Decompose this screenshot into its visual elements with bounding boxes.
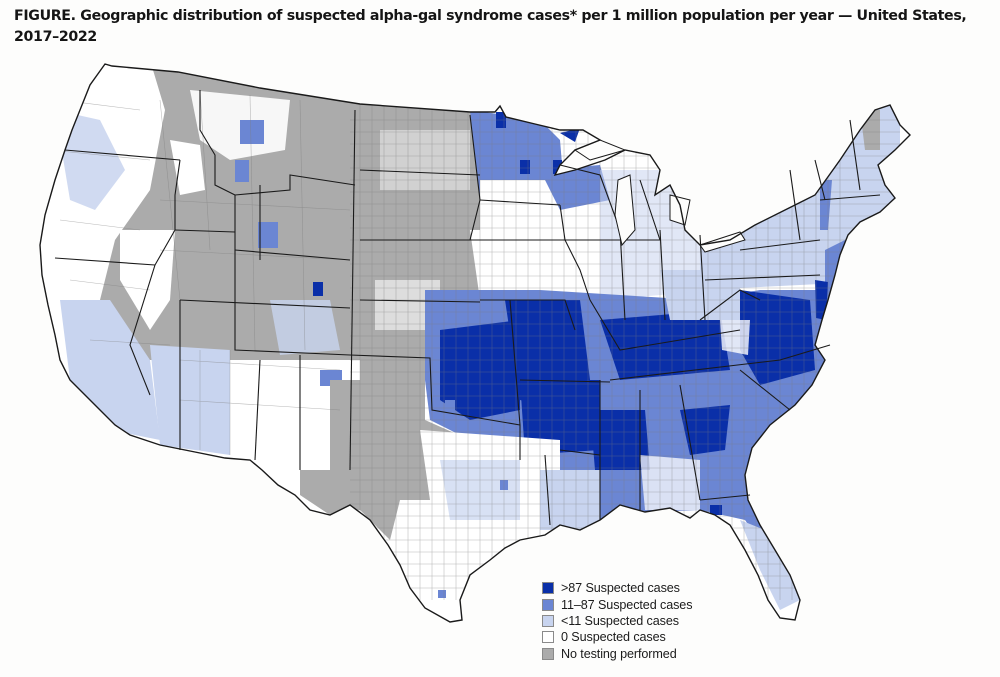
us-choropleth-map xyxy=(0,50,1000,677)
cluster-mississippi-very-high xyxy=(590,410,650,470)
cluster-georgia-very-high xyxy=(680,405,730,455)
county-wyoming-high xyxy=(258,222,278,248)
region-east-texas-zero xyxy=(410,430,560,620)
county-texas-high-3 xyxy=(438,590,446,598)
legend-label: <11 Suspected cases xyxy=(561,613,679,628)
cluster-virginia-nc-very-high xyxy=(740,290,815,385)
county-oregon-coast-high xyxy=(42,180,48,200)
region-louisiana-low xyxy=(540,470,600,530)
map-legend: >87 Suspected cases 11–87 Suspected case… xyxy=(542,580,742,662)
county-mn-very-high-2 xyxy=(520,160,530,174)
region-idaho-zero xyxy=(170,140,205,195)
region-west-texas-no-testing xyxy=(300,380,470,540)
lake-michigan xyxy=(614,174,636,247)
region-nm-zero xyxy=(250,360,300,470)
lake-huron xyxy=(669,194,691,226)
legend-item-no-testing: No testing performed xyxy=(542,646,742,662)
legend-swatch-no-testing xyxy=(542,647,554,660)
map-svg xyxy=(39,63,911,623)
legend-label: >87 Suspected cases xyxy=(561,581,680,596)
legend-swatch-very-high xyxy=(542,582,554,595)
region-arizona-low xyxy=(150,345,230,455)
legend-item-high: 11–87 Suspected cases xyxy=(542,596,742,612)
region-wv-zero xyxy=(720,320,750,355)
region-iowa-illinois-zero xyxy=(470,230,640,300)
legend-label: No testing performed xyxy=(561,646,677,661)
figure-title-text: Geographic distribution of suspected alp… xyxy=(14,8,967,45)
region-ny-zero xyxy=(735,150,810,190)
great-lakes xyxy=(573,139,746,253)
region-colorado-low xyxy=(270,300,340,355)
region-alabama-south-zero xyxy=(640,455,700,510)
county-idaho-high xyxy=(235,160,249,182)
region-socal-low xyxy=(60,300,160,440)
legend-item-zero: 0 Suspected cases xyxy=(542,629,742,645)
county-montana-high xyxy=(240,120,264,144)
state-boundaries xyxy=(54,90,881,526)
legend-swatch-zero xyxy=(542,631,554,644)
legend-item-low: <11 Suspected cases xyxy=(542,613,742,629)
region-oregon-low xyxy=(55,110,125,210)
county-mn-very-high-3 xyxy=(560,128,580,142)
legend-swatch-high xyxy=(542,598,554,611)
legend-label: 0 Suspected cases xyxy=(561,630,666,645)
county-texas-high-1 xyxy=(445,400,455,410)
county-colorado-very-high xyxy=(313,282,323,296)
legend-label: 11–87 Suspected cases xyxy=(561,597,693,612)
figure-title: FIGURE. Geographic distribution of suspe… xyxy=(14,6,989,48)
cluster-kentucky-tennessee-very-high xyxy=(600,310,730,380)
legend-item-very-high: >87 Suspected cases xyxy=(542,580,742,596)
county-florida-panhandle-very-high xyxy=(710,505,722,515)
region-dakotas-zero xyxy=(380,130,470,190)
figure-label: FIGURE. xyxy=(14,8,76,24)
legend-swatch-low xyxy=(542,614,554,627)
county-wi-very-high xyxy=(553,160,562,174)
region-kansas-west-zero xyxy=(375,280,440,330)
region-wisconsin-north-high xyxy=(540,165,610,210)
